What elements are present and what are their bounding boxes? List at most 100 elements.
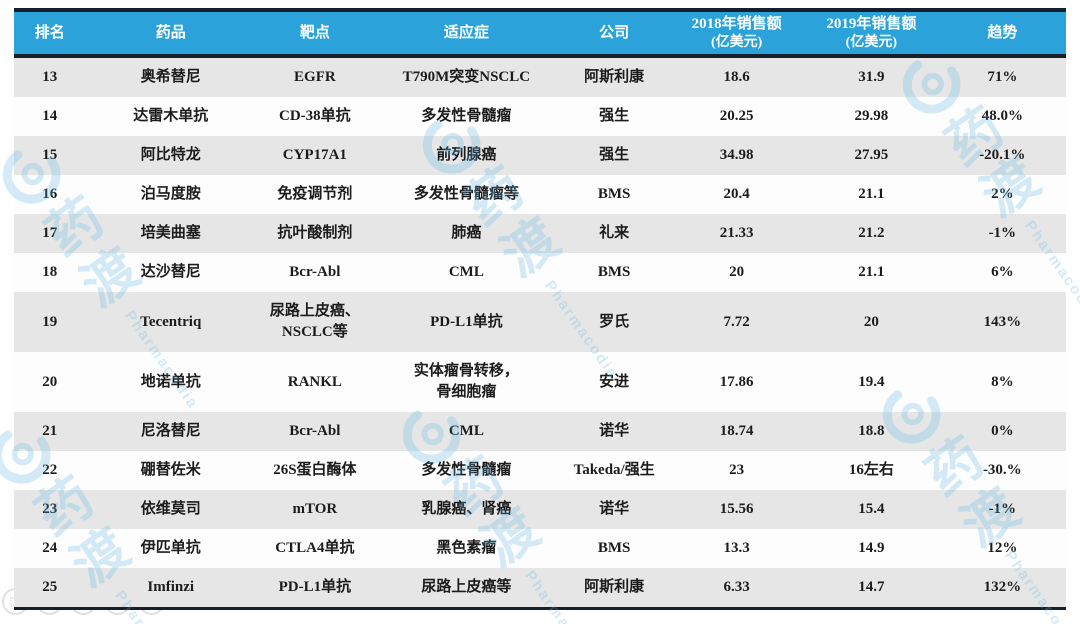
table-cell: 抗叶酸制剂 — [277, 225, 353, 242]
table-cell: 肺癌 — [451, 225, 482, 242]
table-cell: 15.56 — [719, 501, 754, 518]
table-cell: 22 — [42, 462, 58, 479]
table-cell: T790M突变NSCLC — [402, 69, 531, 86]
table-row: 20 地诺单抗 RANKL 实体瘤骨转移， 骨细胞瘤 安进 17.86 19.4 8% — [14, 352, 1066, 413]
table-cell: 20 — [729, 264, 745, 281]
table-cell: 罗氏 — [599, 313, 630, 330]
table-cell: 安进 — [599, 373, 630, 390]
table-cell: 26S蛋白酶体 — [273, 462, 357, 479]
hand-icon: ✥ — [70, 588, 97, 615]
table-row: 18 达沙替尼 Bcr-Abl CML BMS 20 21.1 6% — [14, 253, 1066, 293]
table-cell: 21.1 — [858, 264, 885, 281]
table-cell: EGFR — [294, 69, 336, 86]
table-cell: 21.1 — [858, 186, 885, 203]
table-cell: 12% — [987, 540, 1018, 557]
table-cell: 132% — [983, 579, 1022, 596]
table-cell: 达沙替尼 — [140, 264, 201, 281]
table-row: 22 硼替佐米 26S蛋白酶体 多发性骨髓瘤 Takeda/强生 23 16左右 -30.% — [14, 451, 1066, 491]
table-cell: 地诺单抗 — [140, 373, 201, 390]
table-cell: 71% — [987, 69, 1018, 86]
table-cell: PD-L1单抗 — [430, 313, 503, 330]
table-cell: 强生 — [599, 147, 630, 164]
table-cell: 多发性骨髓瘤 — [421, 462, 512, 479]
col-header-sales-2018: 2018年销售额 (亿美元) — [669, 7, 804, 59]
table-cell: Takeda/强生 — [573, 462, 655, 479]
table-row: 15 阿比特龙 CYP17A1 前列腺癌 强生 34.98 27.95 -20.1% — [14, 136, 1066, 176]
table-cell: 阿比特龙 — [140, 147, 201, 164]
table-cell: 31.9 — [858, 69, 885, 86]
table-row: 17 培美曲塞 抗叶酸制剂 肺癌 礼来 21.33 21.2 -1% — [14, 214, 1066, 254]
table-cell: CTLA4单抗 — [275, 540, 355, 557]
table-cell: 6% — [991, 264, 1014, 281]
table-cell: 伊匹单抗 — [140, 540, 201, 557]
table-row: 24 伊匹单抗 CTLA4单抗 黑色素瘤 BMS 13.3 14.9 12% — [14, 529, 1066, 569]
table-cell: RANKL — [287, 373, 342, 390]
table-cell: Imfinzi — [147, 579, 195, 596]
table-cell: 硼替佐米 — [140, 462, 201, 479]
table-cell: 14 — [42, 108, 58, 125]
table-cell: 尿路上皮癌等 — [421, 579, 512, 596]
table-cell: BMS — [597, 186, 631, 203]
col-header-drug: 药品 — [85, 7, 256, 59]
table-cell: 免疫调节剂 — [277, 186, 353, 203]
drug-sales-table: 排名 药品 靶点 适应症 公司 2018年销售额 (亿美元) 2019年销售额 (亿… — [14, 7, 1066, 611]
col-header-sales-2019: 2019年销售额 (亿美元) — [804, 7, 939, 59]
table-cell: 18.74 — [719, 423, 754, 440]
table-row: 21 尼洛替尼 Bcr-Abl CML 诺华 18.74 18.8 0% — [14, 412, 1066, 452]
table-cell: 13.3 — [723, 540, 750, 557]
table-cell: 20.25 — [719, 108, 754, 125]
table-cell: 前列腺癌 — [436, 147, 497, 164]
table-cell: PD-L1单抗 — [278, 579, 352, 596]
table-row: 25 Imfinzi PD-L1单抗 尿路上皮癌等 阿斯利康 6.33 14.7 132% — [14, 568, 1066, 609]
table-cell: 29.98 — [854, 108, 889, 125]
table-cell: CYP17A1 — [282, 147, 347, 164]
col-header-company: 公司 — [558, 7, 670, 59]
table-header-row: 排名 药品 靶点 适应症 公司 2018年销售额 (亿美元) 2019年销售额 (亿… — [14, 7, 1066, 59]
table-cell: CD-38单抗 — [279, 108, 351, 125]
table-cell: 依维莫司 — [140, 501, 201, 518]
table-cell: 8% — [991, 373, 1014, 390]
table-cell: 2% — [991, 186, 1014, 203]
table-cell: 14.7 — [858, 579, 885, 596]
search-icon: ⊙ — [104, 588, 131, 615]
play-icon: ▷ — [2, 588, 29, 615]
table-cell: 培美曲塞 — [140, 225, 201, 242]
table-cell: 泊马度胺 — [140, 186, 201, 203]
table-cell: 19 — [42, 313, 58, 330]
table-cell: 阿斯利康 — [584, 69, 645, 86]
table-cell: -20.1% — [979, 147, 1026, 164]
table-cell: 34.98 — [719, 147, 754, 164]
table-cell: 21 — [42, 423, 58, 440]
table-cell: 20 — [42, 373, 58, 390]
table-cell: 21.2 — [858, 225, 885, 242]
table-cell: 多发性骨髓瘤等 — [413, 186, 519, 203]
table-cell: 尿路上皮癌、 NSCLC等 — [269, 303, 360, 341]
table-cell: 诺华 — [599, 501, 630, 518]
col-header-target: 靶点 — [255, 7, 374, 59]
table-cell: 23 — [729, 462, 745, 479]
table-cell: 礼来 — [599, 225, 630, 242]
table-cell: 17 — [42, 225, 58, 242]
table-row: 13 奥希替尼 EGFR T790M突变NSCLC 阿斯利康 18.6 31.9 71% — [14, 56, 1066, 98]
table-cell: BMS — [597, 540, 631, 557]
table-cell: -30.% — [982, 462, 1022, 479]
table-cell: 多发性骨髓瘤 — [421, 108, 512, 125]
link-icon: ∞ — [138, 588, 165, 615]
table-cell: Bcr-Abl — [289, 264, 341, 281]
table-cell: 25 — [42, 579, 58, 596]
table-cell: 13 — [42, 69, 58, 86]
pencil-icon: ✎ — [36, 588, 63, 615]
table-cell: 15 — [42, 147, 58, 164]
table-cell: 达雷木单抗 — [133, 108, 209, 125]
table-cell: 143% — [983, 313, 1022, 330]
table-cell: 17.86 — [719, 373, 754, 390]
table-cell: 阿斯利康 — [584, 579, 645, 596]
table-cell: 20.4 — [723, 186, 750, 203]
table-cell: 20 — [863, 313, 879, 330]
table-cell: 48.0% — [981, 108, 1023, 125]
table-cell: 6.33 — [723, 579, 750, 596]
table-cell: 尼洛替尼 — [140, 423, 201, 440]
table-cell: 乳腺癌、肾癌 — [421, 501, 512, 518]
col-header-rank: 排名 — [14, 7, 86, 59]
table-cell: 诺华 — [599, 423, 630, 440]
